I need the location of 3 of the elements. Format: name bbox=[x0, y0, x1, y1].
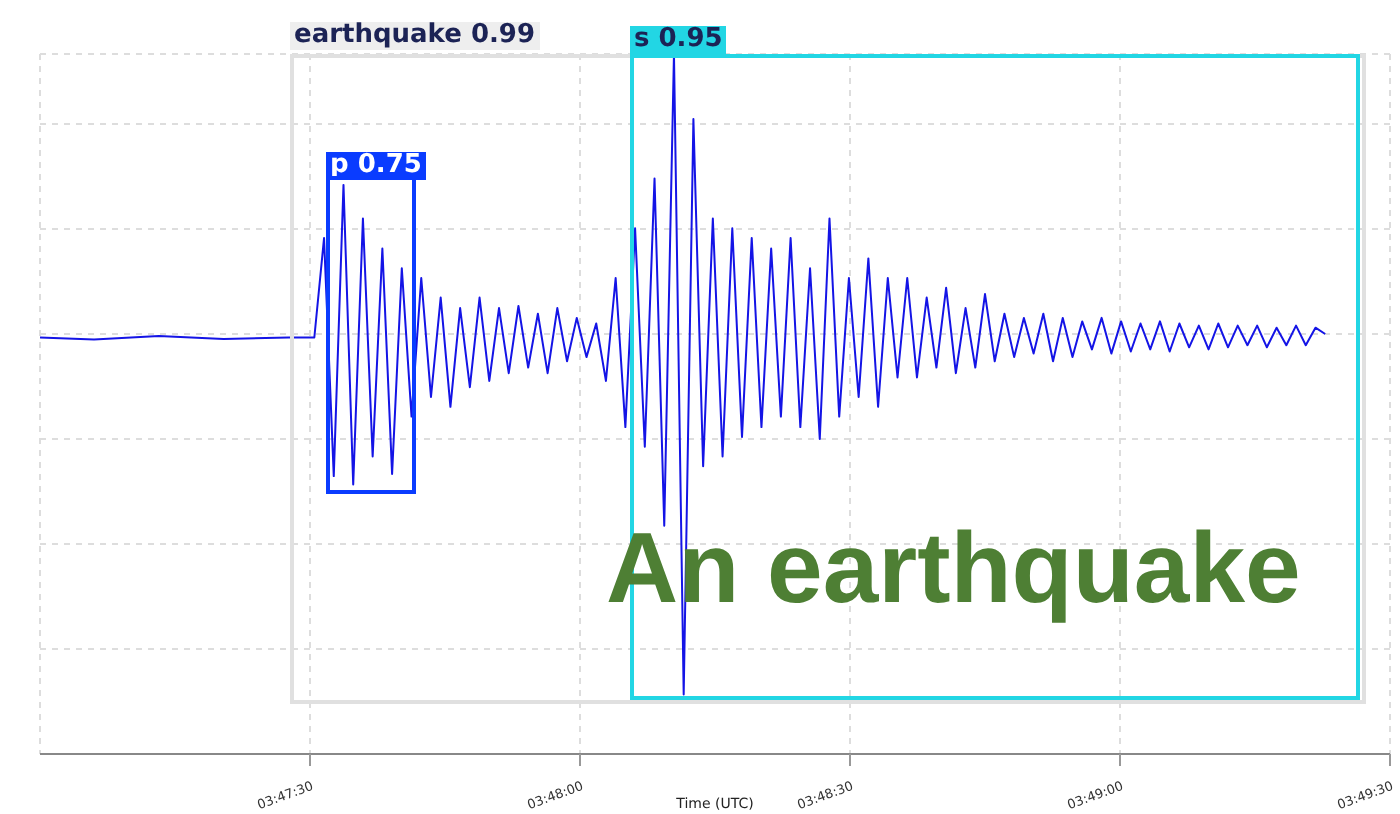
annotation: p 0.75 bbox=[326, 150, 426, 180]
annotation: s 0.95 bbox=[630, 24, 727, 54]
text: earthquake 0.99 bbox=[290, 20, 540, 50]
